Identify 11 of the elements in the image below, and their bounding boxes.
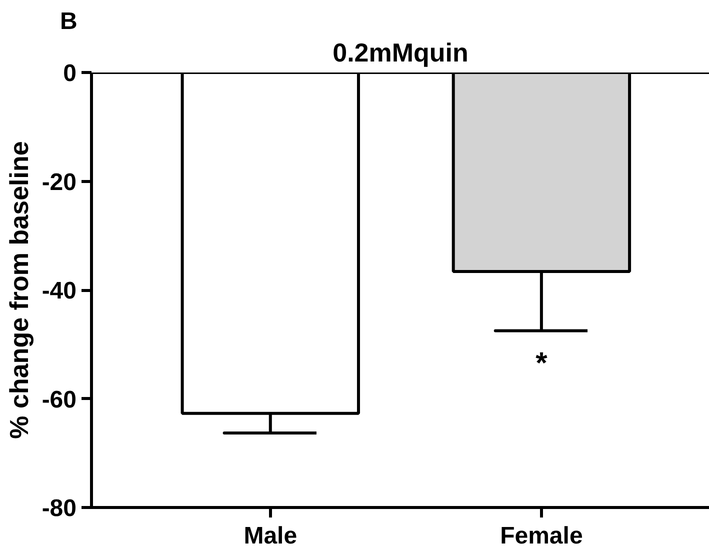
chart-title: 0.2mMquin bbox=[332, 38, 468, 68]
x-tick-label: Female bbox=[500, 522, 583, 546]
annotation: * bbox=[536, 346, 548, 380]
text: B bbox=[60, 7, 78, 37]
y-tick-label: -40 bbox=[42, 278, 76, 304]
y-tick-label: -80 bbox=[42, 495, 76, 522]
x-tick-label: Male bbox=[244, 522, 298, 546]
y-tick-label: -60 bbox=[42, 386, 76, 414]
y-tick-label: 0 bbox=[63, 60, 77, 87]
y-tick-label: -20 bbox=[42, 168, 76, 196]
y-axis-title: % change from baseline bbox=[4, 141, 34, 439]
